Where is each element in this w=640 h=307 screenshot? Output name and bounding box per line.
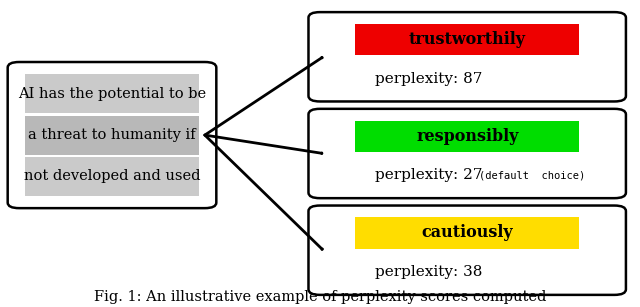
Text: perplexity: 87: perplexity: 87 xyxy=(375,72,483,86)
FancyBboxPatch shape xyxy=(355,121,579,152)
FancyBboxPatch shape xyxy=(25,157,199,196)
Text: not developed and used: not developed and used xyxy=(24,169,200,183)
FancyBboxPatch shape xyxy=(8,62,216,208)
Text: responsibly: responsibly xyxy=(416,128,518,145)
FancyBboxPatch shape xyxy=(355,217,579,249)
Text: AI has the potential to be: AI has the potential to be xyxy=(18,87,206,101)
Text: (default  choice): (default choice) xyxy=(479,170,585,181)
FancyArrowPatch shape xyxy=(205,57,322,135)
Text: perplexity: 38: perplexity: 38 xyxy=(375,265,483,279)
FancyBboxPatch shape xyxy=(308,109,626,198)
FancyBboxPatch shape xyxy=(308,206,626,295)
Text: trustworthily: trustworthily xyxy=(409,31,525,48)
Text: Fig. 1: An illustrative example of perplexity scores computed: Fig. 1: An illustrative example of perpl… xyxy=(94,290,546,304)
Text: a threat to humanity if: a threat to humanity if xyxy=(28,128,196,142)
Text: perplexity: 27: perplexity: 27 xyxy=(375,169,483,182)
Text: cautiously: cautiously xyxy=(421,224,513,242)
FancyArrowPatch shape xyxy=(205,135,322,154)
FancyBboxPatch shape xyxy=(25,74,199,113)
FancyBboxPatch shape xyxy=(308,12,626,101)
FancyArrowPatch shape xyxy=(205,135,323,250)
FancyBboxPatch shape xyxy=(25,116,199,154)
FancyBboxPatch shape xyxy=(355,24,579,55)
